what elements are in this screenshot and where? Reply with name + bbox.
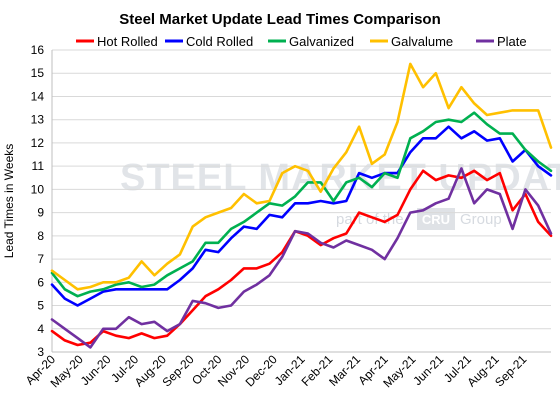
y-tick-label: 8 [37, 229, 44, 243]
y-tick-label: 4 [37, 322, 44, 336]
series-lines [50, 62, 553, 349]
x-tick-label: Mar-21 [326, 352, 363, 389]
y-tick-label: 12 [31, 136, 45, 150]
grid [52, 49, 551, 353]
legend-label-galvalume: Galvalume [391, 34, 453, 49]
watermark-tagline-suffix: Group [460, 211, 502, 228]
x-tick-label: Dec-20 [243, 352, 280, 389]
y-axis-label: Lead Times in Weeks [2, 144, 16, 259]
y-tick-label: 11 [32, 159, 45, 173]
y-tick-label: 6 [37, 275, 44, 289]
series-line-galvalume [50, 62, 553, 291]
x-tick-label: Sep-20 [159, 352, 196, 389]
watermark-cru-logo [417, 208, 455, 230]
watermark-logo-text: CRU [422, 212, 450, 227]
legend: Hot Rolled Cold Rolled Galvanized Galvalume… [76, 34, 527, 49]
y-tick-label: 16 [31, 43, 45, 57]
y-tick-label: 9 [37, 206, 44, 220]
watermark-tagline-prefix: part of the [336, 211, 404, 228]
x-tick-label: Jun-21 [410, 352, 446, 388]
x-tick-label: Jun-20 [78, 352, 114, 388]
y-tick-label: 3 [37, 345, 44, 359]
series-line-plate [50, 167, 553, 349]
y-tick-label: 15 [31, 66, 45, 80]
legend-label-galvanized: Galvanized [289, 34, 354, 49]
legend-label-plate: Plate [497, 34, 527, 49]
series-line-galvanized [50, 111, 553, 298]
series-line-cold-rolled [50, 125, 553, 307]
y-tick-label: 13 [31, 113, 45, 127]
y-tick-label: 5 [37, 299, 44, 313]
watermark: STEEL MARKET UPDATE part of the CRU Grou… [120, 157, 560, 230]
legend-label-hot-rolled: Hot Rolled [97, 34, 158, 49]
chart-title: Steel Market Update Lead Times Compariso… [119, 11, 440, 28]
y-tick-label: 10 [31, 182, 45, 196]
legend-label-cold-rolled: Cold Rolled [186, 34, 253, 49]
y-tick-label: 7 [37, 252, 44, 266]
x-tick-label: Sep-21 [492, 352, 529, 389]
y-tick-label: 14 [31, 89, 45, 103]
